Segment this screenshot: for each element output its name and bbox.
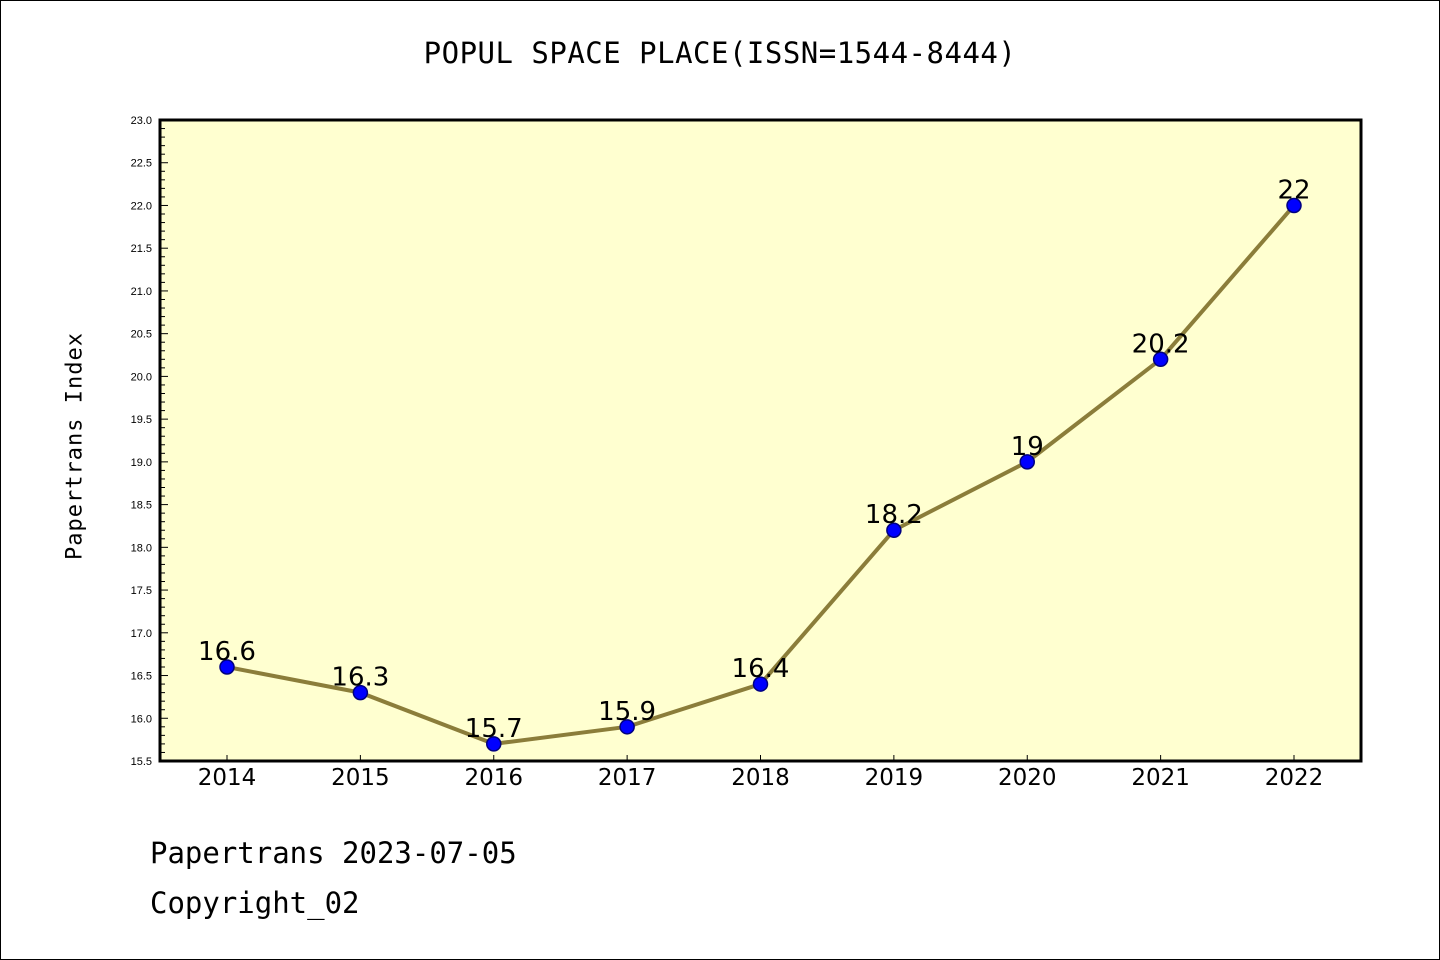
x-tick-label: 2022 — [1265, 765, 1324, 791]
data-point — [352, 684, 369, 701]
data-point — [486, 736, 502, 752]
data-label: 22 — [1277, 175, 1310, 205]
data-label: 16.4 — [732, 654, 790, 684]
data-label: 19 — [1011, 432, 1044, 462]
y-tick-label: 17.5 — [131, 585, 152, 597]
data-label: 16.6 — [198, 637, 256, 667]
y-tick-label: 16.5 — [131, 671, 152, 683]
y-tick-label: 17.0 — [131, 628, 152, 640]
x-tick-label: 2014 — [198, 765, 257, 791]
footer-date: Papertrans 2023-07-05 — [150, 836, 517, 870]
data-point — [1152, 351, 1169, 368]
y-tick-label: 23.0 — [131, 115, 152, 127]
data-label: 16.3 — [331, 663, 389, 693]
x-tick-label: 2020 — [998, 765, 1057, 791]
y-tick-label: 16.0 — [131, 713, 152, 725]
x-tick-label: 2021 — [1131, 765, 1190, 791]
x-tick-label: 2019 — [865, 765, 924, 791]
data-label: 15.9 — [598, 697, 656, 727]
x-tick-label: 2017 — [598, 765, 657, 791]
plot-border — [158, 118, 1363, 763]
data-point — [752, 676, 769, 692]
data-label: 15.7 — [465, 714, 523, 744]
x-tick-label: 2016 — [464, 765, 523, 791]
data-label: 18.2 — [865, 500, 923, 530]
plot-area — [160, 120, 1361, 761]
y-tick-label: 21.0 — [131, 286, 152, 298]
y-tick-label: 20.5 — [131, 329, 152, 341]
y-tick-label: 18.0 — [131, 542, 152, 554]
footer-copyright: Copyright_02 — [150, 886, 360, 920]
data-points — [219, 197, 1302, 752]
y-tick-label: 22.5 — [131, 158, 152, 170]
data-label: 20.2 — [1132, 329, 1190, 359]
x-axis-ticks: 2014 2015 2016 2017 2018 2019 2020 2021 2022 — [198, 755, 1324, 791]
y-tick-label: 19.0 — [131, 457, 152, 469]
data-point — [1019, 454, 1035, 470]
x-tick-label: 2018 — [731, 765, 790, 791]
data-point — [619, 719, 635, 735]
data-labels: 16.6 16.3 15.7 15.9 16.4 18.2 19 20.2 22 — [198, 175, 1310, 743]
y-tick-label: 15.5 — [131, 756, 152, 768]
chart-title: POPUL SPACE PLACE(ISSN=1544-8444) — [423, 36, 1017, 70]
y-tick-label: 18.5 — [131, 500, 152, 512]
x-tick-label: 2015 — [331, 765, 390, 791]
y-tick-label: 20.0 — [131, 371, 152, 383]
y-tick-label: 19.5 — [131, 414, 152, 426]
data-point — [219, 659, 235, 675]
y-tick-label: 22.0 — [131, 200, 152, 212]
data-point — [1286, 197, 1302, 214]
y-axis-ticks: 15.5 16.0 16.5 17.0 17.5 18.0 18.5 19.0 19.5 20.0… — [131, 115, 168, 768]
data-point — [886, 522, 902, 538]
y-tick-label: 21.5 — [131, 243, 152, 255]
